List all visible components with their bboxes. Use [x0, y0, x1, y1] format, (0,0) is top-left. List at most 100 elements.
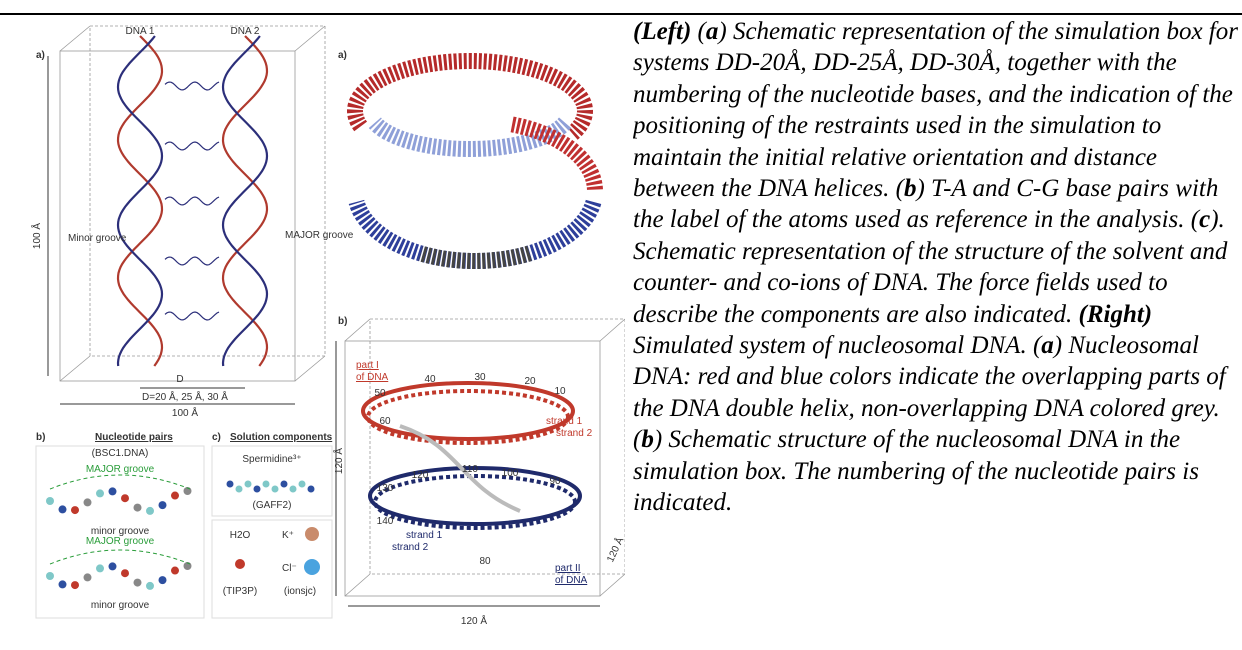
restraint: [165, 82, 219, 90]
helix-strand: [223, 36, 267, 366]
restraint: [165, 257, 219, 265]
page: a) DNA 1 DNA 2 Minor groove MAJOR groove…: [0, 0, 1242, 650]
restraint: [165, 142, 219, 150]
label: H2O: [230, 530, 251, 541]
label: 120 Å: [461, 614, 487, 627]
label: D: [176, 374, 183, 385]
label: Nucleotide pairs: [95, 432, 173, 443]
atom: [59, 505, 67, 513]
top-rule: [0, 13, 1242, 15]
caption-text: Simulated system of nucleosomal DNA. (: [633, 332, 1041, 359]
groove-arc: [50, 550, 190, 564]
groove-arc: [50, 475, 190, 489]
atom: [263, 481, 270, 488]
panel-label: b): [338, 316, 347, 327]
pair-number: 50: [374, 388, 386, 399]
label: of DNA: [356, 372, 389, 383]
helix-strand: [223, 36, 267, 366]
caption-text: ) Schematic structure of the nucleosomal…: [633, 426, 1199, 516]
box-edge: [295, 356, 325, 381]
atom: [146, 582, 154, 590]
label: D=20 Å, 25 Å, 30 Å: [142, 390, 228, 403]
atom: [96, 489, 104, 497]
atom: [134, 504, 142, 512]
caption-emphasis: b: [904, 175, 917, 202]
caption-emphasis: (Left): [633, 18, 691, 45]
atom: [290, 486, 297, 493]
label: 100 Å: [30, 223, 43, 249]
label: strand 2: [392, 542, 429, 553]
atom: [84, 573, 92, 581]
helix-strand: [118, 36, 162, 366]
label: strand 1: [406, 530, 443, 541]
pair-number: 20: [524, 376, 536, 387]
label: minor groove: [91, 600, 150, 611]
atom: [121, 494, 129, 502]
atom: [46, 572, 54, 580]
pair-number: 10: [554, 386, 566, 397]
dna-ring: [421, 253, 530, 261]
label: (TIP3P): [223, 586, 257, 597]
atom: [171, 492, 179, 500]
panel-label: b): [36, 432, 45, 443]
box-edge: [345, 319, 370, 341]
caption-text: (: [691, 18, 706, 45]
restraint: [165, 312, 219, 320]
label: 100 Å: [172, 406, 198, 419]
caption-emphasis: a: [1041, 332, 1054, 359]
pair-number: 110: [462, 464, 478, 475]
label: strand 2: [556, 428, 593, 439]
label: DNA 1: [126, 26, 155, 37]
atom: [59, 580, 67, 588]
atom: [84, 498, 92, 506]
pair-number: 90: [549, 476, 561, 487]
box-face: [90, 26, 325, 356]
box-face: [60, 51, 295, 381]
helix-strand: [118, 36, 162, 366]
caption-emphasis: a: [706, 18, 719, 45]
label: Minor groove: [68, 233, 127, 244]
caption-emphasis: (Right): [1079, 301, 1153, 328]
strand-2: [368, 391, 568, 443]
label: MAJOR groove: [86, 464, 155, 475]
atom: [272, 486, 279, 493]
label: (BSC1.DNA): [92, 448, 149, 459]
pair-number: 60: [379, 416, 391, 427]
atom: [227, 481, 234, 488]
pair-number: 30: [474, 372, 486, 383]
atom: [46, 497, 54, 505]
label: MAJOR groove: [86, 536, 155, 547]
ion: [305, 527, 319, 541]
caption: (Left) (a) Schematic representation of t…: [633, 16, 1239, 650]
atom: [109, 562, 117, 570]
box-edge: [345, 574, 370, 596]
dna-ring: [355, 61, 585, 134]
pair-number: 80: [479, 556, 491, 567]
atom: [281, 481, 288, 488]
atom: [308, 486, 315, 493]
atom: [245, 481, 252, 488]
box-edge: [60, 26, 90, 51]
figure: a) DNA 1 DNA 2 Minor groove MAJOR groove…: [0, 16, 625, 650]
box-edge: [60, 356, 90, 381]
atom: [134, 579, 142, 587]
restraint: [165, 197, 219, 205]
pair-number: 40: [424, 374, 436, 385]
label: 120 Å: [603, 535, 625, 564]
label: Spermidine³⁺: [242, 454, 301, 465]
caption-emphasis: c: [1199, 206, 1210, 233]
caption-emphasis: b: [641, 426, 654, 453]
atom: [171, 567, 179, 575]
atom: [236, 486, 243, 493]
dna-ring: [356, 202, 593, 261]
atom: [109, 487, 117, 495]
atom: [146, 507, 154, 515]
pair-number: 100: [502, 468, 519, 479]
panel-label: a): [36, 50, 45, 61]
panel-label: c): [212, 432, 221, 443]
label: Cl⁻: [282, 563, 297, 574]
label: strand 1: [546, 416, 583, 427]
atom: [71, 581, 79, 589]
atom: [235, 559, 245, 569]
atom: [254, 486, 261, 493]
